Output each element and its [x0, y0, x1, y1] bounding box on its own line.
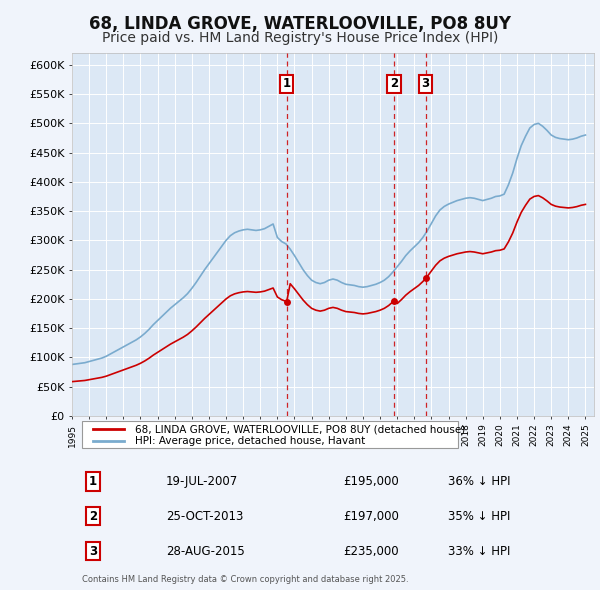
Text: 1: 1: [283, 77, 290, 90]
Text: HPI: Average price, detached house, Havant: HPI: Average price, detached house, Hava…: [134, 435, 365, 445]
Text: £197,000: £197,000: [343, 510, 400, 523]
Text: 3: 3: [422, 77, 430, 90]
Text: Contains HM Land Registry data © Crown copyright and database right 2025.: Contains HM Land Registry data © Crown c…: [82, 575, 409, 584]
Text: £195,000: £195,000: [343, 475, 399, 488]
Text: 2: 2: [89, 510, 97, 523]
Text: 68, LINDA GROVE, WATERLOOVILLE, PO8 8UY: 68, LINDA GROVE, WATERLOOVILLE, PO8 8UY: [89, 15, 511, 33]
Text: 25-OCT-2013: 25-OCT-2013: [166, 510, 244, 523]
Text: 35% ↓ HPI: 35% ↓ HPI: [448, 510, 510, 523]
Text: 2: 2: [390, 77, 398, 90]
Text: 36% ↓ HPI: 36% ↓ HPI: [448, 475, 511, 488]
Text: 3: 3: [89, 545, 97, 558]
Text: 1: 1: [89, 475, 97, 488]
Text: 19-JUL-2007: 19-JUL-2007: [166, 475, 238, 488]
Text: £235,000: £235,000: [343, 545, 399, 558]
Text: Price paid vs. HM Land Registry's House Price Index (HPI): Price paid vs. HM Land Registry's House …: [102, 31, 498, 45]
Text: 68, LINDA GROVE, WATERLOOVILLE, PO8 8UY (detached house): 68, LINDA GROVE, WATERLOOVILLE, PO8 8UY …: [134, 424, 465, 434]
Text: 28-AUG-2015: 28-AUG-2015: [166, 545, 245, 558]
Text: 33% ↓ HPI: 33% ↓ HPI: [448, 545, 510, 558]
